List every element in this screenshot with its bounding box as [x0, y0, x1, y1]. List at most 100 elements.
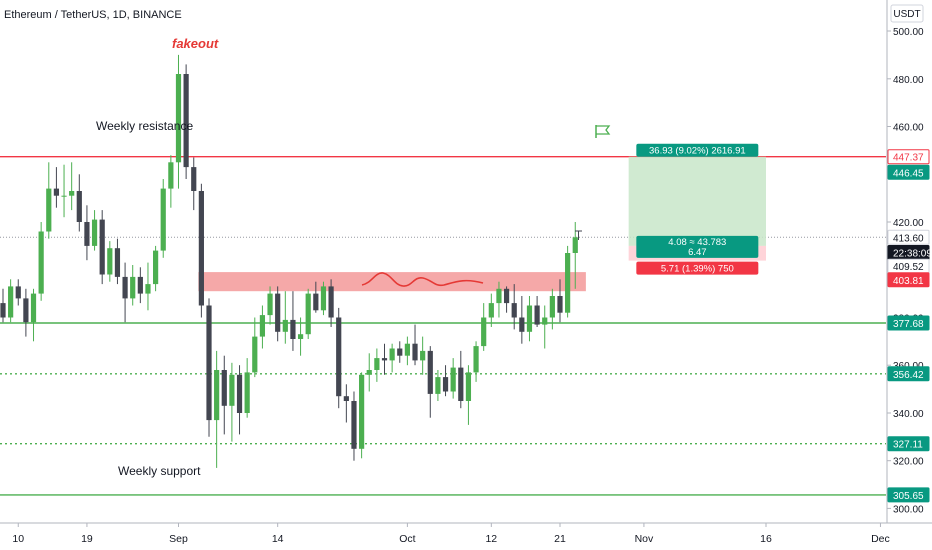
candle-body-35[interactable] — [267, 293, 273, 316]
price-badge-label-4: 409.52 — [893, 262, 924, 273]
candle-body-20[interactable] — [153, 250, 159, 285]
candle-body-63[interactable] — [481, 317, 487, 347]
candle-body-75[interactable] — [572, 237, 578, 253]
x-tick-label-4: Oct — [399, 533, 415, 545]
currency-badge[interactable]: USDT — [890, 4, 924, 23]
candle-body-70[interactable] — [534, 305, 540, 325]
flag-icon[interactable] — [595, 125, 611, 138]
candle-body-69[interactable] — [526, 305, 533, 332]
y-tick-label-10: 500.00 — [893, 27, 924, 38]
candle-body-25[interactable] — [191, 167, 197, 191]
candle-body-39[interactable] — [297, 334, 304, 339]
candle-body-28[interactable] — [214, 370, 220, 421]
candle-body-10[interactable] — [76, 191, 82, 222]
candle-body-48[interactable] — [366, 370, 372, 375]
candle-body-68[interactable] — [519, 317, 525, 332]
candle-body-71[interactable] — [542, 317, 548, 325]
time-axis-panel[interactable] — [0, 523, 932, 550]
candle-body-4[interactable] — [30, 293, 37, 323]
price-badge-label-2: 413.60 — [893, 233, 924, 244]
x-tick-label-9: Dec — [871, 533, 890, 545]
candle-body-23[interactable] — [175, 74, 182, 163]
candle-body-29[interactable] — [221, 370, 227, 406]
candle-body-27[interactable] — [206, 305, 212, 421]
candle-body-56[interactable] — [427, 350, 433, 394]
candle-body-6[interactable] — [46, 188, 52, 232]
candle-body-66[interactable] — [503, 288, 510, 304]
candle-body-19[interactable] — [145, 284, 151, 294]
candle-body-57[interactable] — [435, 377, 441, 394]
candle-body-5[interactable] — [38, 231, 44, 294]
target-label-text: 36.93 (9.02%) 2616.91 — [649, 146, 746, 157]
candle-body-42[interactable] — [320, 286, 327, 311]
candle-body-54[interactable] — [412, 343, 418, 361]
candle-body-17[interactable] — [130, 276, 136, 299]
weekly-support-label: Weekly support — [118, 464, 201, 478]
candle-body-3[interactable] — [23, 298, 29, 323]
candle-body-50[interactable] — [381, 358, 388, 361]
candle-body-1[interactable] — [8, 286, 14, 318]
candle-body-51[interactable] — [389, 348, 395, 361]
candle-body-33[interactable] — [252, 336, 258, 373]
x-tick-label-6: 21 — [554, 533, 566, 545]
candle-body-55[interactable] — [420, 350, 426, 361]
candle-body-74[interactable] — [565, 253, 571, 313]
candle-body-67[interactable] — [511, 303, 517, 318]
y-tick-label-0: 300.00 — [893, 504, 924, 515]
candle-body-31[interactable] — [236, 374, 243, 413]
candle-body-38[interactable] — [290, 319, 296, 339]
cursor-crosshair-icon — [575, 230, 582, 240]
candle-body-46[interactable] — [351, 401, 357, 449]
candle-body-14[interactable] — [107, 248, 113, 275]
y-tick-label-8: 460.00 — [893, 123, 924, 134]
candle-body-18[interactable] — [137, 276, 143, 294]
candle-body-53[interactable] — [404, 343, 410, 356]
candle-body-13[interactable] — [99, 219, 105, 275]
candle-body-73[interactable] — [557, 296, 563, 313]
candle-body-65[interactable] — [496, 288, 502, 304]
candle-body-24[interactable] — [183, 74, 189, 168]
candles-layer[interactable] — [0, 54, 578, 468]
x-tick-label-5: 12 — [485, 533, 497, 545]
candle-body-41[interactable] — [313, 293, 319, 311]
candle-body-21[interactable] — [160, 188, 166, 251]
candle-body-37[interactable] — [282, 319, 288, 332]
candle-body-12[interactable] — [91, 219, 98, 246]
candle-body-34[interactable] — [259, 315, 266, 337]
candle-body-58[interactable] — [442, 377, 449, 392]
candle-body-44[interactable] — [336, 317, 342, 397]
candle-body-61[interactable] — [465, 372, 472, 401]
candle-body-11[interactable] — [84, 222, 90, 246]
candle-body-43[interactable] — [328, 286, 334, 318]
price-badge-7 — [887, 366, 930, 382]
candle-body-7[interactable] — [53, 188, 60, 196]
chart-title: Ethereum / TetherUS, 1D, BINANCE — [4, 9, 182, 21]
candle-body-52[interactable] — [397, 348, 403, 356]
candle-body-8[interactable] — [61, 195, 67, 197]
candle-body-36[interactable] — [275, 293, 281, 332]
candle-body-15[interactable] — [114, 248, 121, 277]
candle-body-26[interactable] — [198, 191, 204, 306]
candle-body-62[interactable] — [473, 346, 479, 373]
candle-body-59[interactable] — [450, 367, 456, 392]
target-zone[interactable] — [628, 156, 766, 246]
candle-body-2[interactable] — [15, 286, 21, 299]
candle-body-22[interactable] — [168, 162, 174, 189]
candle-body-32[interactable] — [244, 372, 250, 413]
candle-body-16[interactable] — [122, 276, 128, 299]
candle-body-47[interactable] — [359, 374, 365, 449]
candle-body-0[interactable] — [0, 303, 6, 318]
candle-body-40[interactable] — [305, 293, 311, 335]
candle-body-72[interactable] — [549, 296, 555, 318]
candle-body-60[interactable] — [458, 367, 464, 401]
zone-layer — [198, 272, 586, 292]
candle-body-64[interactable] — [488, 303, 494, 318]
candle-body-9[interactable] — [69, 191, 75, 196]
candle-body-45[interactable] — [343, 396, 349, 401]
candle-body-49[interactable] — [374, 358, 380, 370]
price-badges-layer: 447.37 446.45 413.60 22:38:09 409.52 403.81 37… — [887, 149, 932, 503]
candle-body-30[interactable] — [229, 374, 235, 406]
resistance-zone[interactable] — [198, 272, 586, 292]
